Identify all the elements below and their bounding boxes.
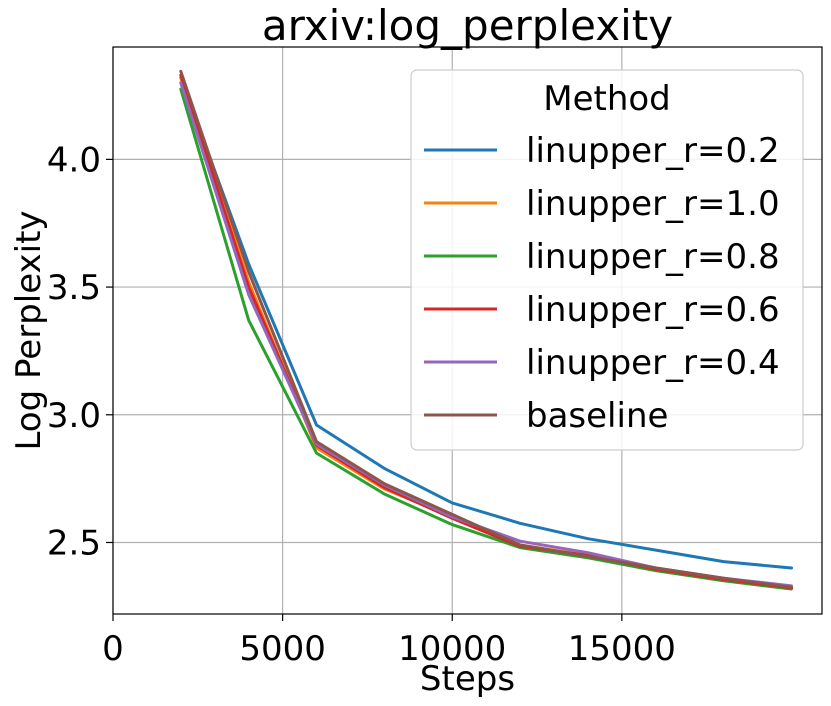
legend-entry-label: baseline: [526, 396, 668, 436]
legend-entry-label: linupper_r=0.2: [526, 131, 780, 171]
series-lines: [179, 69, 793, 591]
legend-box: [410, 69, 804, 451]
legend: Method linupper_r=0.2 linupper_r=1.0linupp…: [410, 69, 804, 451]
y-axis-label: Log Perplexity: [9, 210, 49, 450]
x-axis-label: Steps: [420, 659, 515, 699]
x-tick-label: 0: [102, 629, 124, 669]
legend-entry-label: linupper_r=1.0: [526, 184, 780, 224]
y-tick-label: 4.0: [47, 140, 101, 180]
plot-frame: [112, 46, 823, 615]
x-tick-label: 5000: [239, 629, 326, 669]
axis-ticks: 0 5000 10000 15000 2.5 3.0 3.5 4.0: [47, 140, 676, 669]
y-tick-label: 3.0: [47, 396, 101, 436]
legend-entry-label: linupper_r=0.4: [526, 343, 780, 383]
legend-title: Method: [543, 79, 671, 119]
x-tick-label: 10000: [398, 629, 506, 669]
x-tick-label: 15000: [568, 629, 676, 669]
y-tick-label: 2.5: [47, 523, 101, 563]
legend-entry-label: linupper_r=0.8: [526, 237, 780, 277]
series-line: [179, 76, 793, 570]
y-tick-label: 3.5: [47, 268, 101, 308]
chart-title: arxiv:log_perplexity: [262, 1, 673, 50]
series-line: [179, 69, 793, 589]
legend-entry-label: linupper_r=0.6: [526, 290, 780, 330]
